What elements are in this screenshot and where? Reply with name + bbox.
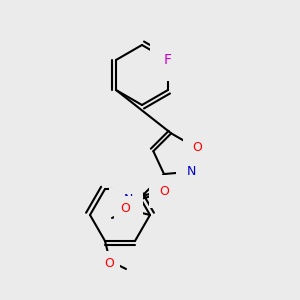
Text: F: F [164, 53, 172, 67]
Text: N: N [187, 165, 196, 178]
Text: O: O [193, 141, 202, 154]
Text: O: O [104, 257, 114, 271]
Text: O: O [120, 202, 130, 215]
Text: N: N [123, 193, 133, 206]
Text: O: O [159, 184, 169, 198]
Text: H: H [115, 194, 123, 204]
